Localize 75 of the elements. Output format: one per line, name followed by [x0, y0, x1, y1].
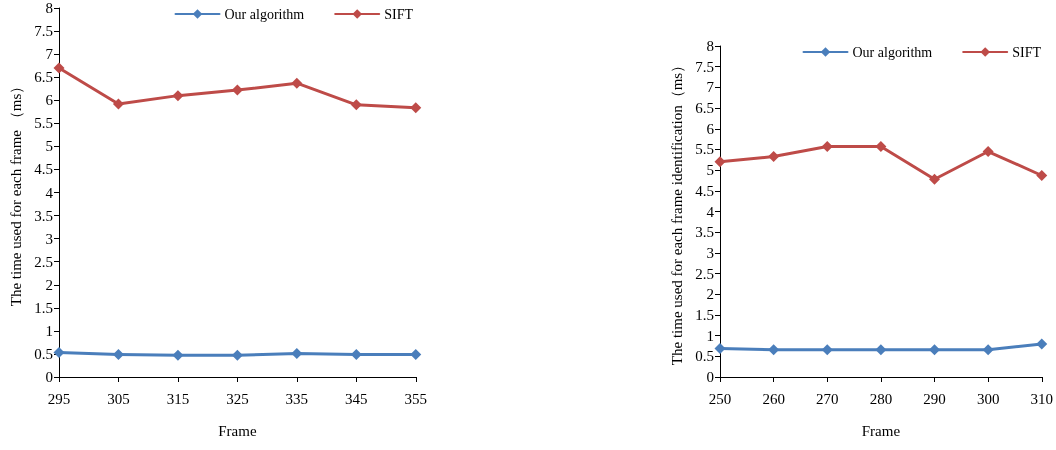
- x-tick-label: 250: [708, 390, 732, 407]
- x-tick-label: 300: [976, 390, 1000, 407]
- y-tick-label: 5: [706, 162, 714, 179]
- y-tick-label: 1: [706, 327, 714, 344]
- legend-label: Our algorithm: [224, 6, 305, 22]
- y-tick-label: 4.5: [695, 182, 714, 199]
- y-tick-label: 2.5: [695, 265, 714, 282]
- point: [982, 146, 994, 158]
- y-tick-label: 1.5: [695, 306, 714, 323]
- x-tick-label: 260: [762, 390, 785, 407]
- y-tick-label: 7.5: [34, 23, 53, 40]
- y-tick-label: 0: [706, 369, 714, 385]
- y-tick-label: 8: [45, 0, 53, 16]
- point: [1036, 170, 1048, 181]
- x-axis-title: Frame: [218, 422, 257, 439]
- y-tick-label: 1: [45, 322, 53, 339]
- point: [821, 344, 833, 356]
- x-tick-label: 310: [1030, 390, 1053, 407]
- point: [53, 62, 65, 74]
- y-tick-label: 3: [706, 244, 714, 261]
- y-tick-label: 6: [45, 92, 54, 109]
- y-tick-label: 5: [45, 138, 53, 155]
- x-tick-label: 270: [816, 390, 839, 407]
- y-tick-label: 5.5: [695, 141, 714, 158]
- point: [929, 344, 940, 356]
- legend-label: SIFT: [1012, 44, 1042, 60]
- x-tick-label: 295: [47, 390, 71, 407]
- legend-label: SIFT: [384, 6, 414, 22]
- point: [1036, 338, 1048, 350]
- y-axis-title: The time used for each frame （ms）: [7, 78, 24, 307]
- y-tick-label: 5.5: [34, 115, 53, 132]
- x-tick-label: 315: [166, 390, 190, 407]
- point: [172, 90, 184, 102]
- y-tick-label: 7: [706, 79, 715, 96]
- point: [350, 99, 362, 111]
- y-tick-label: 4.5: [34, 161, 53, 178]
- x-tick-label: 280: [869, 390, 893, 407]
- y-tick-label: 8: [706, 38, 714, 54]
- y-tick-label: 4: [45, 184, 54, 201]
- y-tick-label: 2: [45, 276, 53, 293]
- point: [291, 77, 303, 89]
- y-tick-label: 0: [45, 369, 53, 385]
- y-tick-label: 0.5: [34, 345, 53, 362]
- x-tick-label: 335: [285, 390, 309, 407]
- y-tick-label: 2.5: [34, 253, 53, 270]
- point: [714, 342, 726, 354]
- point: [929, 173, 940, 185]
- y-tick-label: 6: [706, 120, 715, 137]
- y-axis-title: The time used for each frame identification（ms）: [668, 57, 685, 366]
- point: [714, 156, 726, 168]
- point: [982, 344, 994, 356]
- point: [875, 344, 887, 356]
- y-tick-label: 3: [45, 230, 53, 247]
- point: [768, 150, 780, 162]
- point: [112, 98, 124, 110]
- y-tick-label: 3.5: [34, 207, 53, 224]
- y-tick-label: 4: [706, 203, 715, 220]
- x-axis-title: Frame: [861, 422, 901, 439]
- x-tick-label: 355: [404, 390, 427, 407]
- x-tick-label: 345: [345, 390, 368, 407]
- x-tick-label: 325: [226, 390, 249, 407]
- y-tick-label: 3.5: [695, 224, 714, 241]
- y-tick-label: 0.5: [695, 348, 714, 365]
- point: [172, 349, 184, 361]
- y-tick-label: 1.5: [34, 299, 53, 316]
- y-tick-label: 6.5: [34, 69, 53, 86]
- legend-label: Our algorithm: [852, 44, 933, 60]
- y-tick-label: 6.5: [695, 100, 714, 117]
- point: [410, 102, 422, 114]
- y-tick-label: 2: [706, 286, 714, 303]
- x-tick-label: 290: [923, 390, 946, 407]
- x-tick-label: 305: [107, 390, 130, 407]
- y-tick-label: 7.5: [695, 58, 714, 75]
- y-tick-label: 7: [45, 46, 54, 63]
- point: [53, 347, 65, 359]
